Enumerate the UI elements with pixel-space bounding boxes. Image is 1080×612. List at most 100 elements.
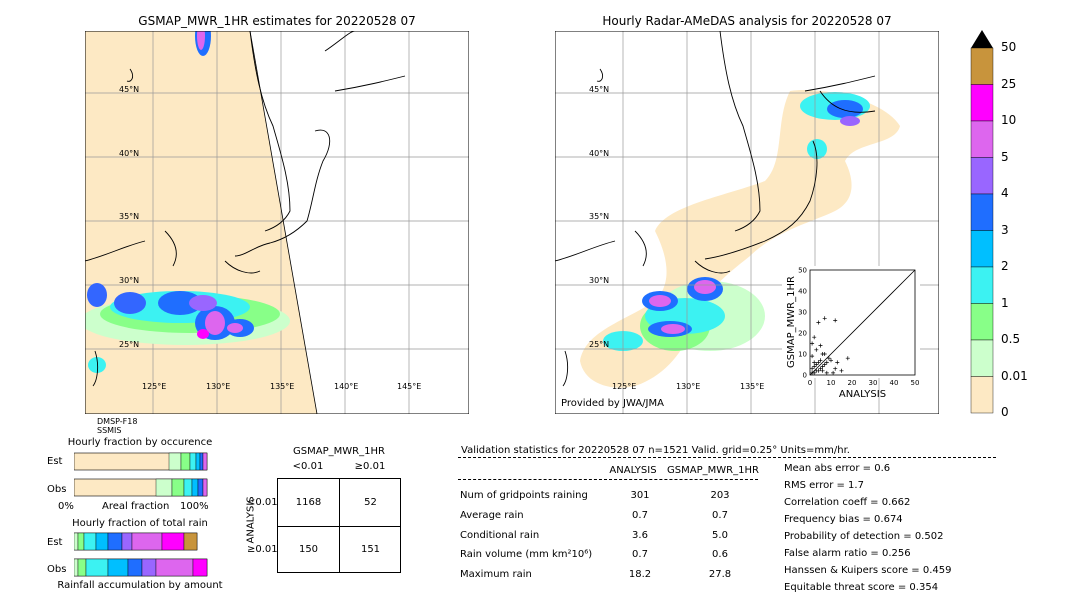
left-lon-140: 140°E [334, 382, 359, 391]
score-mae: Mean abs error = 0.6 [784, 463, 891, 474]
scatter-x-tick: 40 [890, 379, 899, 387]
scatter-point [824, 360, 829, 365]
scatter-x-tick: 0 [808, 379, 812, 387]
right-lat-30: 30°N [589, 276, 610, 285]
scatter-point [831, 370, 836, 375]
scatter-point [820, 368, 825, 373]
scatter-xlabel: ANALYSIS [838, 389, 887, 400]
right-lon-130: 130°E [676, 382, 701, 391]
contingency-row-axis: ANALYSIS [245, 496, 257, 544]
scatter-point [816, 360, 821, 365]
occurrence-row-obs: Obs [47, 484, 67, 495]
total-rain-title: Hourly fraction of total rain [72, 518, 208, 529]
total-rain-footer: Rainfall accumulation by amount [57, 580, 223, 591]
validation-row-analysis: 3.6 [632, 530, 648, 541]
right-lat-25: 25°N [589, 340, 610, 349]
score-far: False alarm ratio = 0.256 [784, 548, 911, 559]
left-lon-135: 135°E [270, 382, 295, 391]
validation-row-analysis: 0.7 [632, 549, 648, 560]
right-rain-field [580, 90, 900, 388]
scatter-point [820, 352, 825, 356]
scatter-point [810, 354, 815, 359]
colorbar-extend-arrow [971, 30, 993, 48]
right-map-credit: Provided by JWA/JMA [561, 398, 664, 409]
validation-col-analysis: ANALYSIS [609, 465, 657, 476]
occurrence-row-est: Est [47, 456, 63, 467]
scatter-point [826, 356, 831, 361]
validation-row-analysis: 301 [630, 490, 650, 501]
scatter-point [818, 343, 823, 348]
scatter-y-tick: 0 [803, 372, 807, 380]
right-lon-135: 135°E [740, 382, 765, 391]
score-frequency-bias: Frequency bias = 0.674 [784, 514, 903, 525]
colorbar [970, 30, 994, 414]
left-map [85, 31, 469, 414]
colorbar-cell [970, 84, 994, 122]
validation-divider [458, 457, 996, 458]
colorbar-cell [970, 376, 994, 414]
scatter-point [835, 360, 840, 365]
contingency-title: GSMAP_MWR_1HR [293, 446, 385, 457]
scatter-y-tick: 50 [798, 267, 807, 275]
colorbar-label: 4 [1001, 186, 1009, 200]
scatter-x-tick: 20 [848, 379, 857, 387]
scatter-point [845, 356, 850, 361]
scatter-y-tick: 30 [798, 309, 807, 317]
scatter-y-tick: 10 [798, 351, 807, 359]
left-rain-field [85, 31, 290, 373]
contingency-col-ge: ≥0.01 [354, 461, 386, 472]
validation-row-label: Conditional rain [460, 530, 540, 541]
scatter-point [824, 370, 829, 375]
left-lon-145: 145°E [397, 382, 422, 391]
contingency-cell-yy: 151 [360, 544, 381, 555]
scatter-point [816, 368, 821, 373]
left-lon-125: 125°E [142, 382, 167, 391]
score-correlation: Correlation coeff = 0.662 [784, 497, 911, 508]
right-lat-40: 40°N [589, 149, 610, 158]
source-satellite: DMSP-F18 [97, 417, 138, 426]
colorbar-label: 3 [1001, 222, 1009, 237]
occurrence-title: Hourly fraction by occurence [67, 437, 213, 448]
contingency-grid: 1168 52 150 151 [277, 478, 401, 573]
colorbar-cell [970, 266, 994, 304]
left-lon-130: 130°E [206, 382, 231, 391]
colorbar-cell [970, 193, 994, 231]
occurrence-axis-mid: Areal fraction [102, 501, 170, 512]
colorbar-label: 0.5 [1001, 332, 1021, 346]
validation-row-label: Num of gridpoints raining [460, 490, 588, 501]
scatter-x-tick: 10 [827, 379, 836, 387]
scatter-point [812, 370, 817, 375]
validation-col-gsmap: GSMAP_MWR_1HR [667, 465, 759, 476]
scatter-plot: 00 10 10 20 20 30 30 40 40 50 50 GSMAP_MWR_1HR [786, 267, 919, 388]
scatter-point [812, 364, 817, 369]
occurrence-axis-right: 100% [180, 501, 209, 512]
source-sensor: SSMIS [97, 426, 122, 435]
validation-subdivider [458, 479, 758, 480]
left-lat-45: 45°N [119, 85, 140, 94]
scatter-ylabel: GSMAP_MWR_1HR [786, 276, 797, 368]
scatter-point [820, 364, 825, 369]
total-rain-row-obs: Obs [47, 564, 67, 575]
left-lat-30: 30°N [119, 276, 140, 285]
validation-row-gsmap: 0.7 [712, 510, 728, 521]
validation-row-analysis: 0.7 [632, 510, 648, 521]
scatter-point [810, 341, 815, 346]
occurrence-axis-left: 0% [58, 501, 74, 512]
right-coastline [555, 31, 876, 387]
scatter-point [810, 366, 815, 371]
scatter-point [839, 368, 844, 373]
validation-row-analysis: 18.2 [628, 569, 652, 580]
left-lat-35: 35°N [119, 212, 140, 221]
left-lat-40: 40°N [119, 149, 140, 158]
colorbar-cell [970, 230, 994, 268]
left-coastline [85, 31, 406, 387]
colorbar-cell [970, 303, 994, 341]
scatter-point [812, 360, 817, 365]
total-rain-bars [74, 532, 208, 577]
occurrence-bars [74, 452, 208, 497]
colorbar-label: 50 [1001, 40, 1017, 54]
colorbar-label: 5 [1001, 149, 1009, 164]
scatter-point [822, 362, 827, 367]
scatter-point [833, 366, 838, 371]
score-ets: Equitable threat score = 0.354 [784, 582, 939, 593]
